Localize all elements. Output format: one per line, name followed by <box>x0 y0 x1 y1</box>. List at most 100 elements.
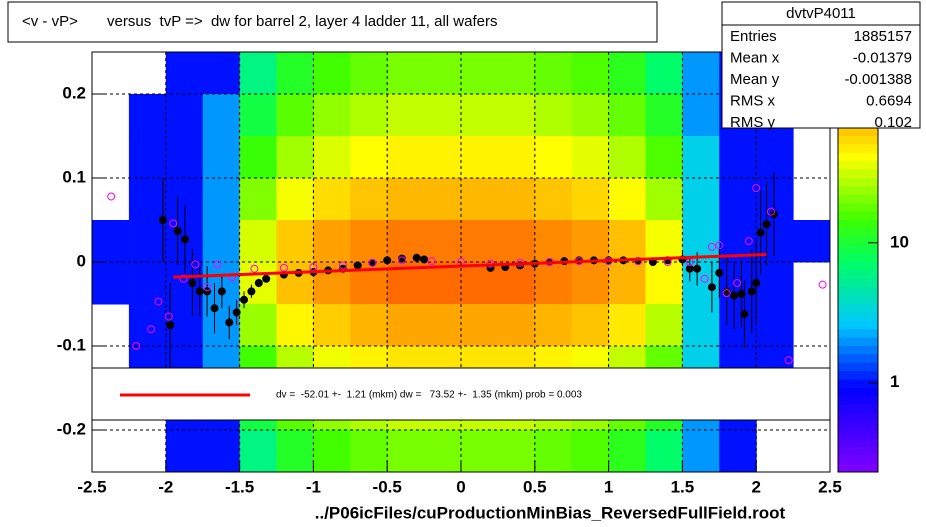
x-tick-label: 2.5 <box>818 477 842 496</box>
color-bar-segment <box>838 127 878 137</box>
stats-value: -0.001388 <box>844 71 912 88</box>
heat-cell <box>350 52 388 95</box>
heat-cell <box>682 52 720 95</box>
title-box <box>7 1 658 43</box>
y-tick-label: -0.2 <box>57 419 86 438</box>
heat-cell <box>497 136 536 179</box>
heat-cell <box>424 94 462 137</box>
stats-value: -0.01379 <box>853 49 912 66</box>
heat-cell <box>461 430 499 473</box>
heat-cell <box>165 52 204 95</box>
heat-cell <box>497 304 536 347</box>
color-bar-segment <box>838 337 878 347</box>
data-point <box>368 258 377 267</box>
color-bar-segment <box>838 455 878 465</box>
stats-frame <box>721 1 921 129</box>
color-bar-segment <box>838 295 878 305</box>
heat-cell <box>461 304 499 347</box>
heat-cell <box>756 136 794 179</box>
heat-cell <box>534 304 573 347</box>
stats-label: Mean y <box>730 71 780 88</box>
color-bar-segment <box>838 211 878 221</box>
heat-cell <box>350 136 388 179</box>
heat-cell <box>128 304 167 347</box>
data-point <box>412 253 421 262</box>
color-bar-segment <box>838 194 878 204</box>
color-bar-segment <box>838 186 878 196</box>
data-point <box>737 289 746 298</box>
heat-cell <box>461 178 499 221</box>
heat-cell <box>645 262 683 305</box>
x-tick-label: 1.5 <box>671 477 695 496</box>
heat-cell <box>645 430 683 473</box>
heat-cell <box>350 430 388 473</box>
heat-cell <box>387 136 425 179</box>
color-bar-segment <box>838 161 878 171</box>
color-bar-segment <box>838 379 878 389</box>
heat-cell <box>571 178 610 221</box>
color-bar-segment <box>838 144 878 154</box>
heat-cell <box>313 136 351 179</box>
heat-cell <box>461 220 499 263</box>
color-bar-segment <box>838 262 878 271</box>
heat-cell <box>128 262 167 305</box>
heat-cell <box>239 94 277 137</box>
heat-cell <box>239 178 277 221</box>
heat-cell <box>608 52 646 95</box>
data-point <box>752 184 761 193</box>
data-point <box>685 264 694 273</box>
data-point <box>188 279 197 287</box>
data-point <box>397 254 406 263</box>
heat-cell <box>571 262 610 305</box>
x-tick-label: 2 <box>751 477 760 496</box>
heat-cell <box>682 178 720 221</box>
x-tick-label: -1.5 <box>225 477 254 496</box>
data-point <box>203 283 212 292</box>
heat-cell <box>92 220 130 263</box>
heat-cell <box>165 430 204 473</box>
heat-cell <box>128 220 167 263</box>
x-tick-label: 1 <box>604 477 613 496</box>
color-bar-segment <box>838 169 878 179</box>
heat-cell <box>682 304 720 347</box>
heat-cell <box>534 136 573 179</box>
color-bar-segment <box>838 203 878 213</box>
x-axis-label: ../P06icFiles/cuProductionMinBias_Revers… <box>315 503 786 522</box>
data-point <box>722 289 731 298</box>
heat-cell <box>202 430 241 473</box>
heat-cell <box>313 430 351 473</box>
heat-cell <box>608 94 646 137</box>
data-point <box>427 257 436 266</box>
x-tick-label: -2 <box>158 477 173 496</box>
stats-box: dvtvP4011 Entries 1885157 Mean x -0.01379 Me… <box>721 1 921 131</box>
color-bar-segment <box>838 354 878 364</box>
chart-title: <v - vP> versus tvP => dw for barrel 2, … <box>22 13 498 30</box>
data-point <box>715 268 724 277</box>
heat-cell <box>461 94 499 137</box>
color-bar-segment <box>838 245 878 255</box>
heat-cell <box>534 52 573 95</box>
color-bar-segment <box>838 287 878 297</box>
data-point <box>784 356 793 365</box>
heat-cell <box>276 430 314 473</box>
color-bar-segment <box>838 270 878 280</box>
heat-cell <box>276 94 314 137</box>
heat-cell <box>239 430 277 473</box>
y-tick-label: 0.1 <box>62 167 86 186</box>
heat-cell <box>608 178 646 221</box>
heat-cell <box>461 52 499 95</box>
heat-cell <box>497 94 536 137</box>
heat-cell <box>276 52 314 95</box>
data-point <box>279 263 288 272</box>
heat-cell <box>534 262 573 305</box>
heat-cell <box>128 178 167 221</box>
heat-cell <box>387 178 425 221</box>
color-bar-segment <box>838 304 878 313</box>
x-tick-label: 0 <box>456 477 465 496</box>
heat-cell <box>276 178 314 221</box>
color-bar-segment <box>838 371 878 381</box>
data-point <box>147 325 156 334</box>
color-bar-segment <box>838 346 878 355</box>
stats-value: 0.6694 <box>866 92 912 109</box>
heat-cell <box>239 136 277 179</box>
